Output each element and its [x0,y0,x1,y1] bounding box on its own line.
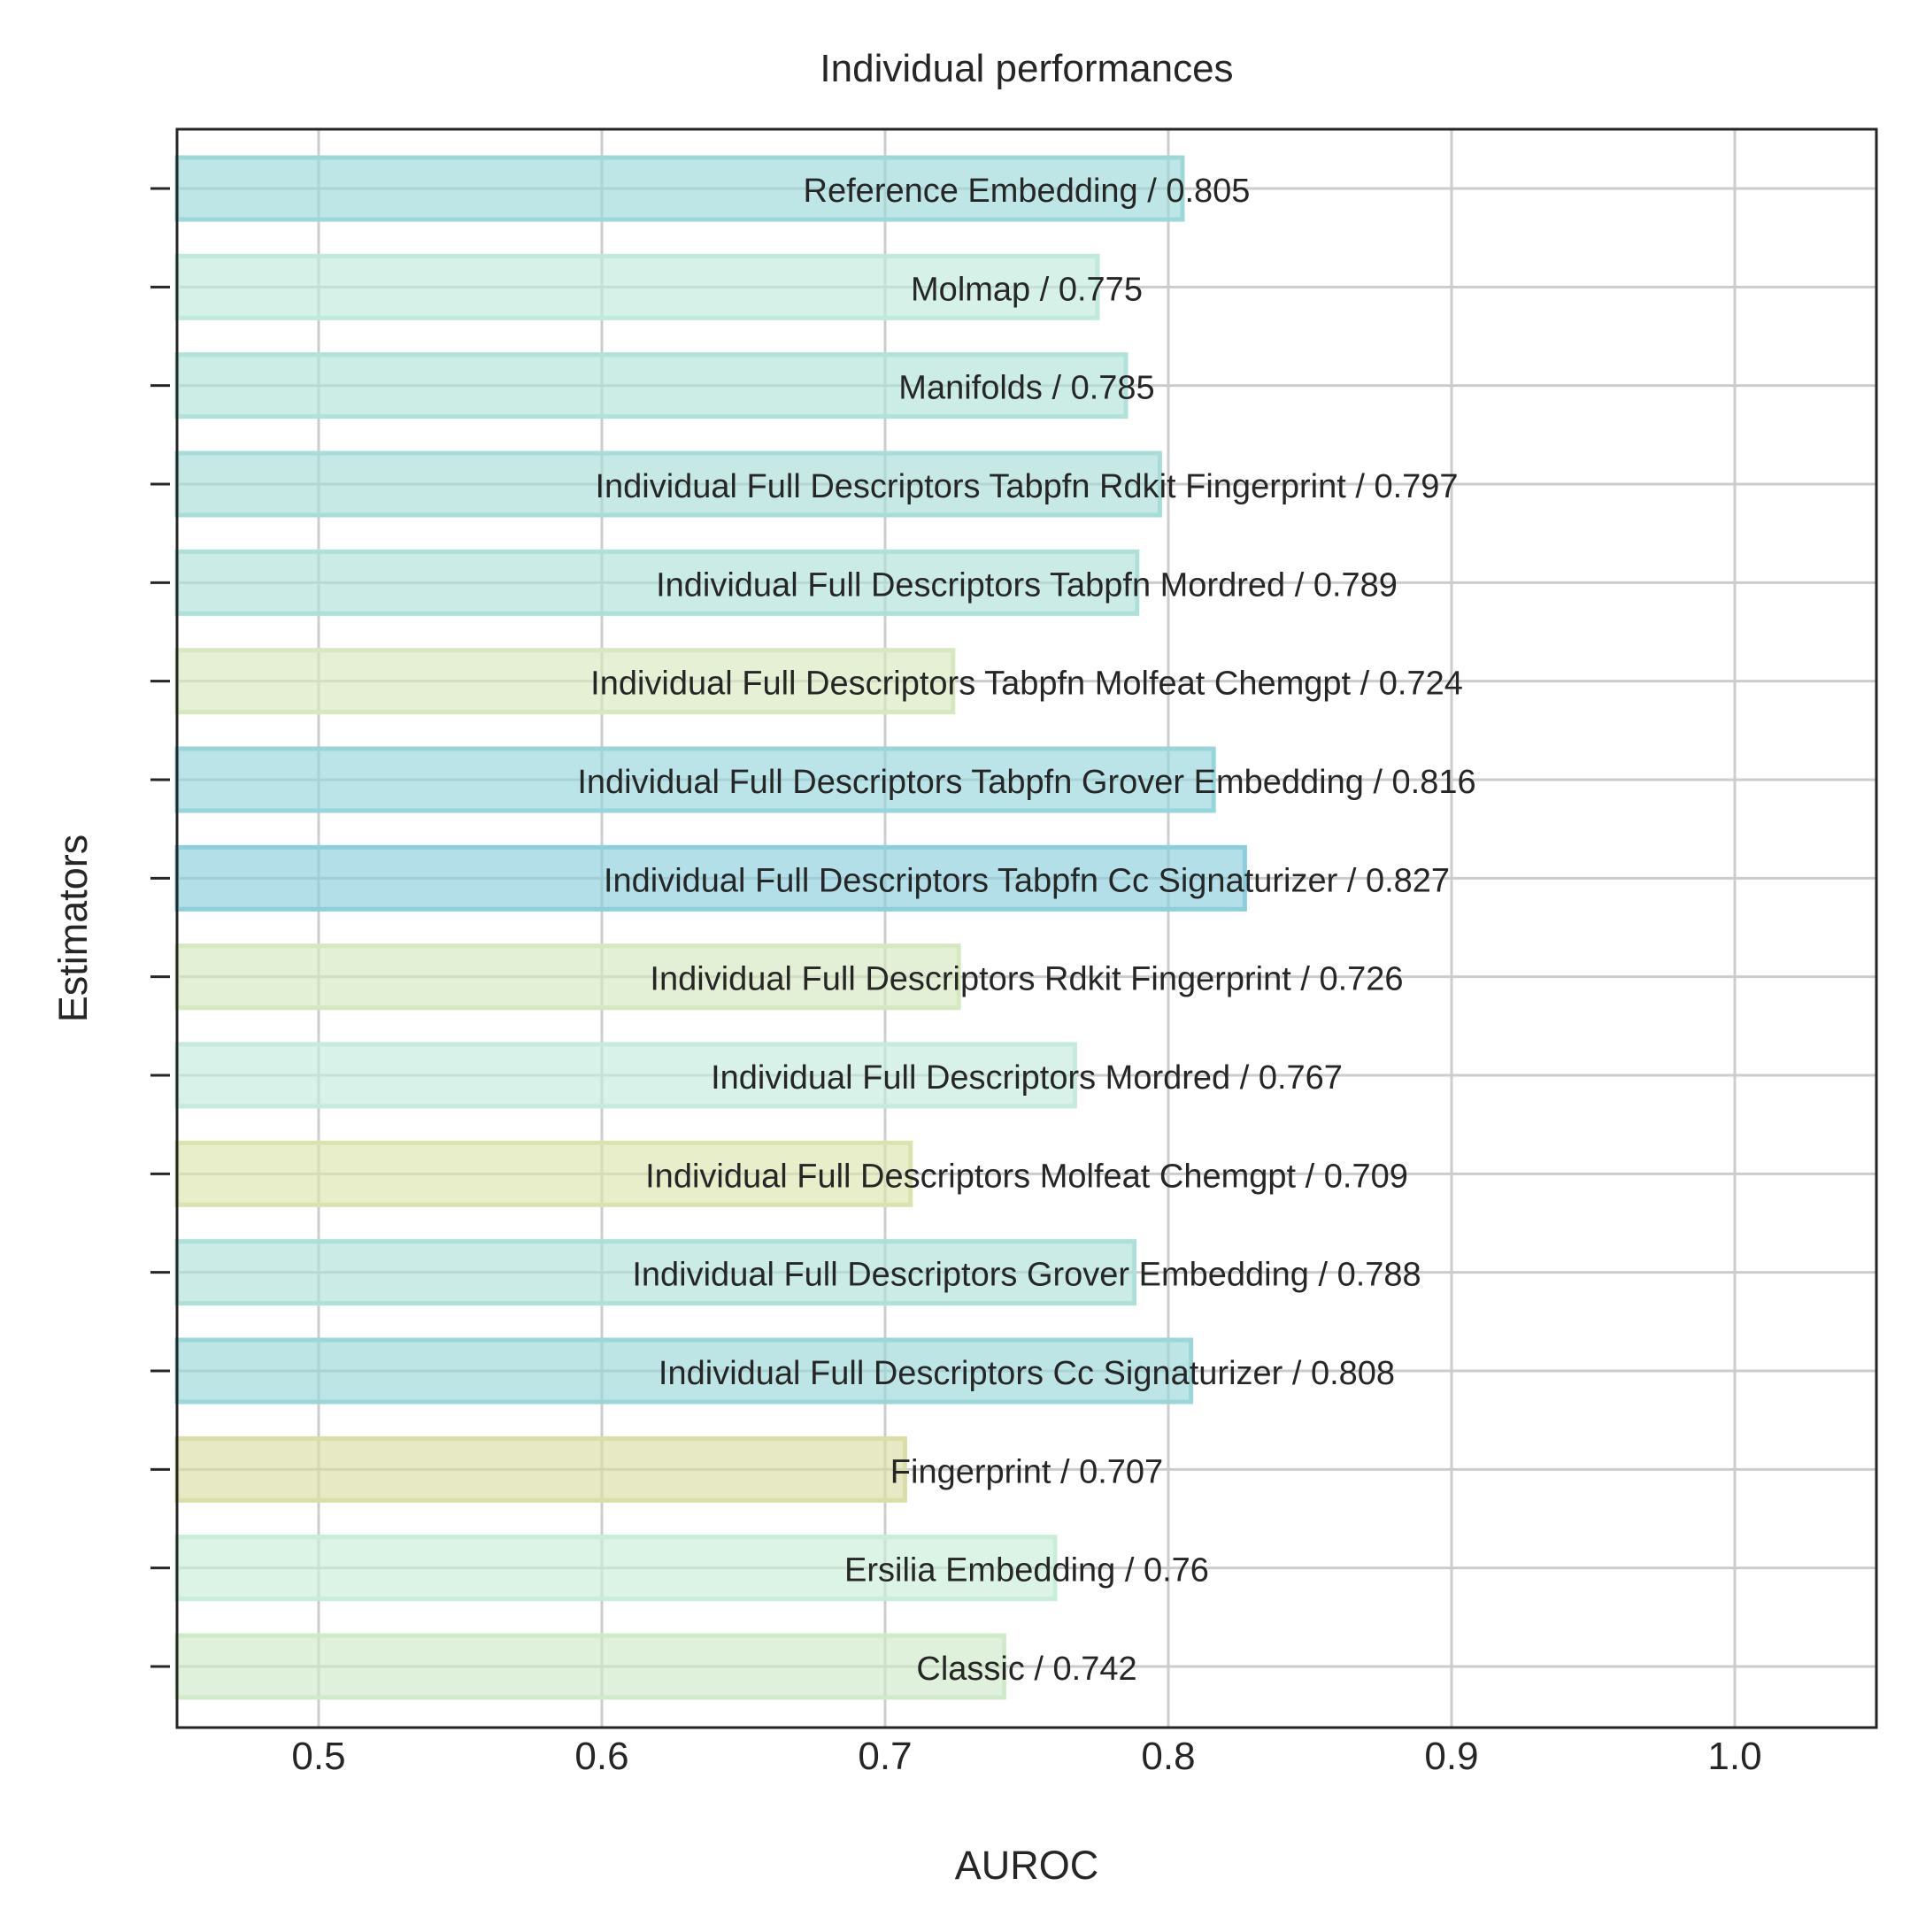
bar-label: Manifolds / 0.785 [898,370,1154,407]
x-axis-label: AUROC [955,1843,1099,1888]
bars-layer [174,155,1247,1700]
bar-label: Classic / 0.742 [916,1651,1136,1688]
y-ticks-layer [150,187,170,1668]
bar-label: Ersilia Embedding / 0.76 [844,1552,1209,1589]
chart-title: Individual performances [820,47,1233,90]
x-tick-label: 0.8 [1141,1735,1195,1778]
bar-label: Reference Embedding / 0.805 [804,173,1251,210]
bar [174,1535,1058,1602]
bar-label: Individual Full Descriptors Tabpfn Molfe… [590,666,1463,703]
bar [174,1436,907,1503]
bar [174,1140,913,1207]
x-ticks-layer: 0.5 0.6 0.7 0.8 0.9 1.0 [291,1735,1761,1778]
bar-label: Individual Full Descriptors Cc Signaturi… [659,1355,1395,1392]
bar-label: Molmap / 0.775 [911,271,1143,308]
bar [174,155,1185,222]
bar-label: Individual Full Descriptors Tabpfn Cc Si… [604,862,1450,899]
bar [174,1633,1006,1700]
bar [174,746,1216,813]
bar-label: Individual Full Descriptors Rdkit Finger… [650,961,1403,998]
bar [174,352,1128,419]
y-axis-label: Estimators [50,835,96,1023]
x-tick-label: 0.9 [1424,1735,1478,1778]
bar-labels-layer: Reference Embedding / 0.805 Molmap / 0.77… [577,173,1475,1688]
bar [174,253,1100,320]
bar [174,1239,1137,1306]
bar-label: Individual Full Descriptors Tabpfn Grove… [577,764,1475,801]
x-tick-label: 0.5 [291,1735,345,1778]
bar-label: Individual Full Descriptors Grover Embed… [632,1257,1421,1294]
bar-label: Fingerprint / 0.707 [890,1453,1163,1490]
bar-label: Individual Full Descriptors Mordred / 0.… [711,1059,1343,1097]
plot-frame [175,127,1878,1729]
bar-label: Individual Full Descriptors Molfeat Chem… [645,1158,1408,1195]
x-tick-label: 1.0 [1707,1735,1761,1778]
x-tick-label: 0.7 [858,1735,912,1778]
bar-label: Individual Full Descriptors Tabpfn Rdkit… [595,468,1458,505]
bar [174,943,961,1011]
bar [174,549,1140,616]
x-tick-label: 0.6 [574,1735,628,1778]
bar [174,450,1162,518]
bar-label: Individual Full Descriptors Tabpfn Mordr… [656,566,1398,604]
